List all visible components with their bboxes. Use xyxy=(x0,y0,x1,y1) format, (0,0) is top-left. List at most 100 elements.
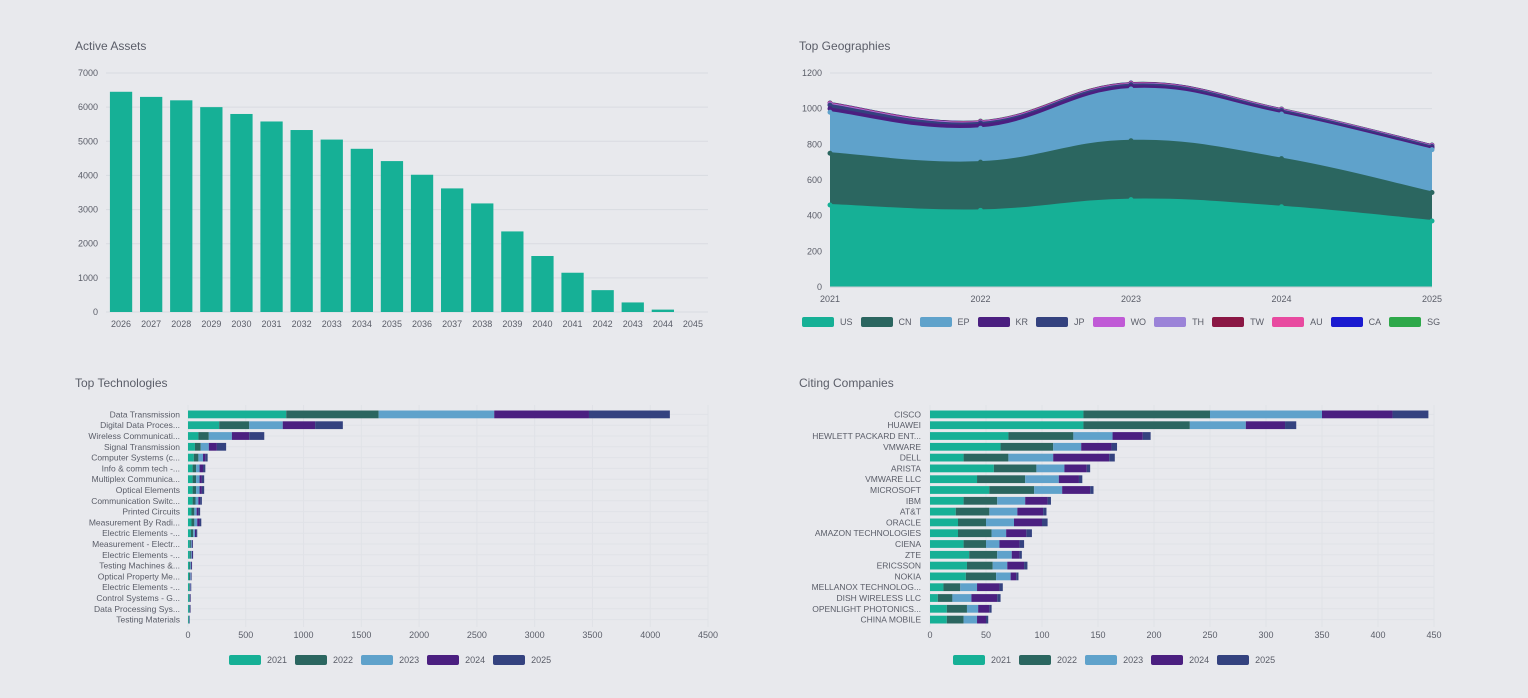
x-tick-label: 200 xyxy=(1146,630,1161,640)
bar-segment-2021 xyxy=(930,572,966,581)
technology-label: Testing Materials xyxy=(116,615,180,625)
bar-segment-2024 xyxy=(198,496,201,505)
legend-item-2023[interactable]: 2023 xyxy=(1085,655,1143,665)
bar-segment-2024 xyxy=(1011,550,1020,559)
legend-item-2024[interactable]: 2024 xyxy=(427,655,485,665)
legend-item-tw[interactable]: TW xyxy=(1212,317,1264,327)
top-geographies-chart: 0 200 400 600 800 1000 1200 2021 2022 2023 2024 202… xyxy=(802,68,1442,304)
bar xyxy=(441,188,464,312)
technology-label: Signal Transmission xyxy=(104,442,180,452)
legend-item-kr[interactable]: KR xyxy=(977,317,1029,327)
company-label: VMWARE xyxy=(883,442,921,452)
bar-segment-2024 xyxy=(1010,572,1017,581)
legend-item-th[interactable]: TH xyxy=(1154,317,1204,327)
x-tick-label: 2027 xyxy=(141,319,161,329)
bar-segment-2021 xyxy=(930,529,958,538)
legend-item-2023[interactable]: 2023 xyxy=(361,655,419,665)
bar-segment-2023 xyxy=(196,464,200,473)
legend-item-sg[interactable]: SG xyxy=(1389,317,1440,327)
legend-item-us[interactable]: US xyxy=(802,317,853,327)
legend-item-2022[interactable]: 2022 xyxy=(295,655,353,665)
legend-label: 2024 xyxy=(1189,655,1210,665)
bar-segment-2024 xyxy=(199,475,202,484)
legend-item-2021[interactable]: 2021 xyxy=(953,655,1011,665)
point-cn xyxy=(1429,189,1435,195)
legend-item-wo[interactable]: WO xyxy=(1092,317,1146,327)
bar xyxy=(200,107,223,313)
bar-segment-2022 xyxy=(963,540,986,548)
y-tick-label: 5000 xyxy=(78,136,98,146)
legend-label: KR xyxy=(1015,317,1029,327)
bar-segment-2025 xyxy=(205,453,208,462)
legend-item-2025[interactable]: 2025 xyxy=(493,655,551,665)
bar-segment-2021 xyxy=(188,550,190,559)
company-label: HEWLETT PACKARD ENT... xyxy=(812,431,921,441)
x-tick-label: 2025 xyxy=(1422,294,1442,304)
technology-label: Optical Elements xyxy=(116,485,180,495)
legend-item-2021[interactable]: 2021 xyxy=(229,655,287,665)
legend-label: 2021 xyxy=(991,655,1012,665)
legend-swatch xyxy=(361,655,394,665)
bar-segment-2025 xyxy=(196,529,198,538)
x-tick-label: 2034 xyxy=(352,319,372,329)
bar-segment-2025 xyxy=(989,604,992,613)
legend-item-au[interactable]: AU xyxy=(1272,317,1323,327)
bar-segment-2025 xyxy=(1042,518,1048,527)
legend-item-ep[interactable]: EP xyxy=(919,317,970,327)
bar-segment-2024 xyxy=(1112,432,1143,440)
legend-item-jp[interactable]: JP xyxy=(1036,317,1085,327)
legend-item-2025[interactable]: 2025 xyxy=(1217,655,1275,665)
bar-segment-2025 xyxy=(201,486,205,494)
bar-segment-2021 xyxy=(930,518,958,527)
bar-segment-2024 xyxy=(1025,496,1048,505)
bar-segment-2022 xyxy=(955,507,990,516)
top-geographies-legend[interactable]: US CN EP KR JP WO TH TW AU CA SG xyxy=(802,317,1448,327)
technology-label: Digital Data Proces... xyxy=(100,420,180,430)
citing-companies-legend[interactable]: 2021 2022 2023 2024 2025 xyxy=(953,655,1283,665)
legend-item-2022[interactable]: 2022 xyxy=(1019,655,1077,665)
bar-segment-2023 xyxy=(198,453,204,462)
bar-segment-2022 xyxy=(189,572,191,581)
top-technologies-legend[interactable]: 2021 2022 2023 2024 2025 xyxy=(229,655,559,665)
bar-segment-2023 xyxy=(1025,475,1059,484)
point-kr xyxy=(827,106,833,112)
bar xyxy=(591,290,614,312)
bar-segment-2021 xyxy=(188,561,190,570)
legend-label: SG xyxy=(1427,317,1441,327)
y-tick-label: 600 xyxy=(807,175,822,185)
technology-label: Computer Systems (c... xyxy=(91,453,180,463)
legend-item-ca[interactable]: CA xyxy=(1330,317,1381,327)
x-tick-label: 2035 xyxy=(382,319,402,329)
legend-swatch xyxy=(1272,317,1305,327)
bar-segment-2021 xyxy=(930,475,978,484)
bar-segment-2023 xyxy=(1034,486,1063,494)
bar-segment-2022 xyxy=(989,486,1035,494)
y-tick-label: 400 xyxy=(807,211,822,221)
point-cn xyxy=(1279,156,1284,162)
bar-segment-2025 xyxy=(192,550,194,559)
bar xyxy=(561,272,584,312)
bar xyxy=(140,96,163,313)
bar-segment-2022 xyxy=(191,507,195,516)
legend-label: TH xyxy=(1192,317,1205,327)
bar-segment-2022 xyxy=(977,475,1026,484)
bar xyxy=(290,130,313,312)
x-tick-label: 450 xyxy=(1426,630,1441,640)
active-assets-panel: Active Assets 0 1000 2000 3000 4000 5000 6000 7… xyxy=(0,0,764,349)
bar-segment-2021 xyxy=(930,594,938,602)
bar-segment-2021 xyxy=(188,475,193,484)
bar-segment-2025 xyxy=(1019,540,1025,548)
bar-segment-2022 xyxy=(946,604,967,613)
bar-segment-2021 xyxy=(188,442,195,451)
bar xyxy=(531,256,554,312)
bar-segment-2024 xyxy=(977,583,1000,592)
legend-item-2024[interactable]: 2024 xyxy=(1151,655,1209,665)
legend-item-cn[interactable]: CN xyxy=(860,317,912,327)
bar-segment-2025 xyxy=(1026,529,1032,538)
bar-segment-2022 xyxy=(189,540,191,548)
x-tick-label: 250 xyxy=(1202,630,1217,640)
bar-segment-2025 xyxy=(200,496,202,505)
company-label: ERICSSON xyxy=(877,561,921,571)
point-ep xyxy=(1429,147,1435,153)
legend-swatch xyxy=(1212,317,1245,327)
